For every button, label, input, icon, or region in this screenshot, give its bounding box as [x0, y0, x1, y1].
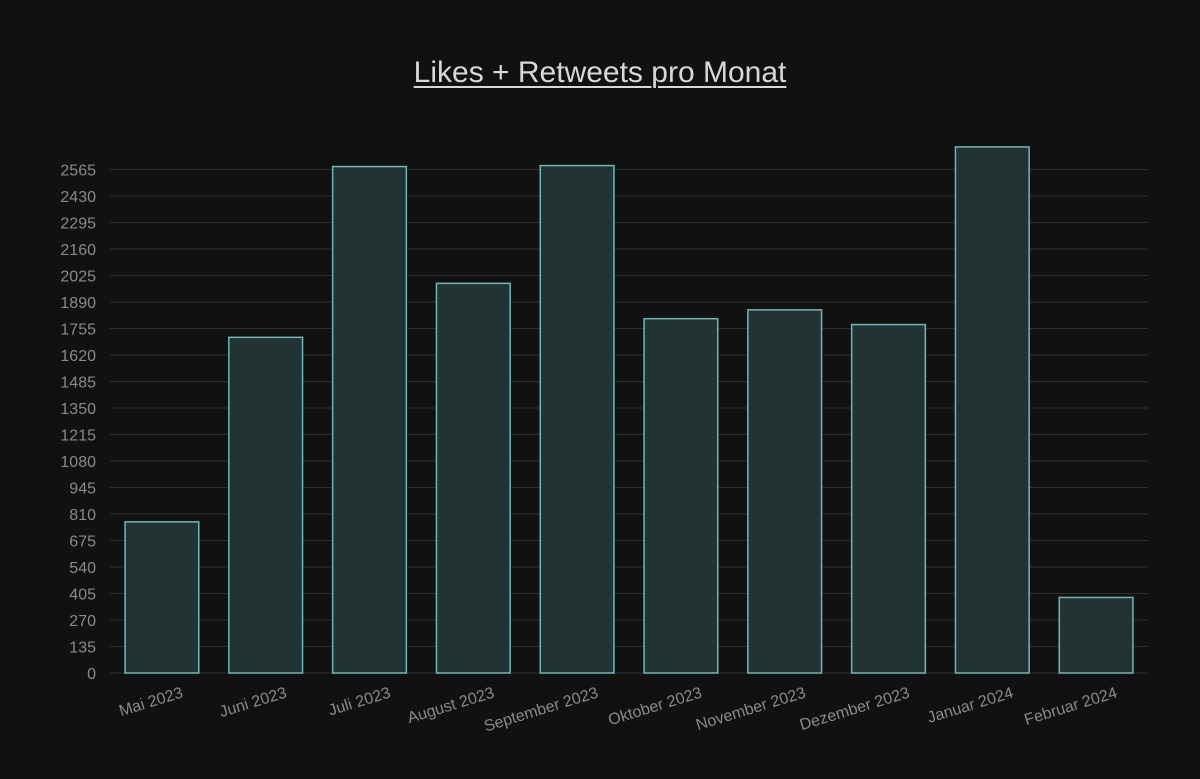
bar-januar-2024 — [954, 146, 1030, 674]
y-tick-label: 1350 — [60, 401, 96, 418]
y-tick-label: 945 — [69, 481, 96, 498]
y-tick-label: 2295 — [60, 216, 96, 233]
y-tick-label: 2025 — [60, 269, 96, 286]
bar-september-2023 — [539, 164, 615, 674]
y-tick-label: 0 — [87, 666, 96, 683]
x-tick-label: November 2023 — [694, 685, 808, 735]
bars — [124, 146, 1134, 674]
y-tick-label: 2430 — [60, 189, 96, 206]
x-tick-label: Dezember 2023 — [798, 685, 912, 735]
bar-juli-2023 — [331, 165, 408, 674]
bar-oktober-2023 — [643, 317, 719, 674]
y-tick-label: 1215 — [60, 428, 96, 445]
y-tick-label: 1620 — [60, 348, 96, 365]
y-tick-label: 2160 — [60, 242, 96, 259]
bar-juni-2023 — [228, 336, 304, 674]
y-tick-label: 1080 — [60, 454, 96, 471]
y-tick-label: 270 — [69, 613, 96, 630]
y-tick-label: 810 — [69, 507, 96, 524]
x-axis-ticks: Mai 2023 Juni 2023 Juli 2023 August 2023Sep… — [117, 685, 1119, 736]
x-tick-label: September 2023 — [482, 685, 600, 736]
x-tick-label: Oktober 2023 — [606, 685, 704, 730]
x-tick-label: Januar 2024 — [925, 685, 1015, 727]
y-tick-label: 540 — [69, 560, 96, 577]
chart-title: Likes + Retweets pro Monat — [413, 56, 787, 89]
y-tick-label: 1485 — [60, 375, 96, 392]
bar-dezember-2023 — [850, 323, 927, 674]
bar-november-2023 — [747, 309, 823, 674]
y-tick-label: 405 — [69, 587, 96, 604]
y-tick-label: 675 — [69, 534, 96, 551]
x-tick-label: Juli 2023 — [326, 685, 392, 720]
y-tick-label: 1755 — [60, 322, 96, 339]
bar-august-2023 — [435, 282, 511, 674]
x-tick-label: Februar 2024 — [1022, 685, 1119, 729]
bar-februar-2024 — [1058, 596, 1134, 674]
x-tick-label: Juni 2023 — [218, 685, 289, 722]
bar-mai-2023 — [124, 521, 200, 674]
y-tick-label: 135 — [69, 640, 96, 657]
x-tick-label: Mai 2023 — [117, 685, 185, 721]
y-tick-label: 1890 — [60, 295, 96, 312]
y-axis-ticks: 0 135 270 405 540 675 810 945 1080 1215 1350 1485 16… — [60, 163, 96, 684]
y-tick-label: 2565 — [60, 163, 96, 180]
